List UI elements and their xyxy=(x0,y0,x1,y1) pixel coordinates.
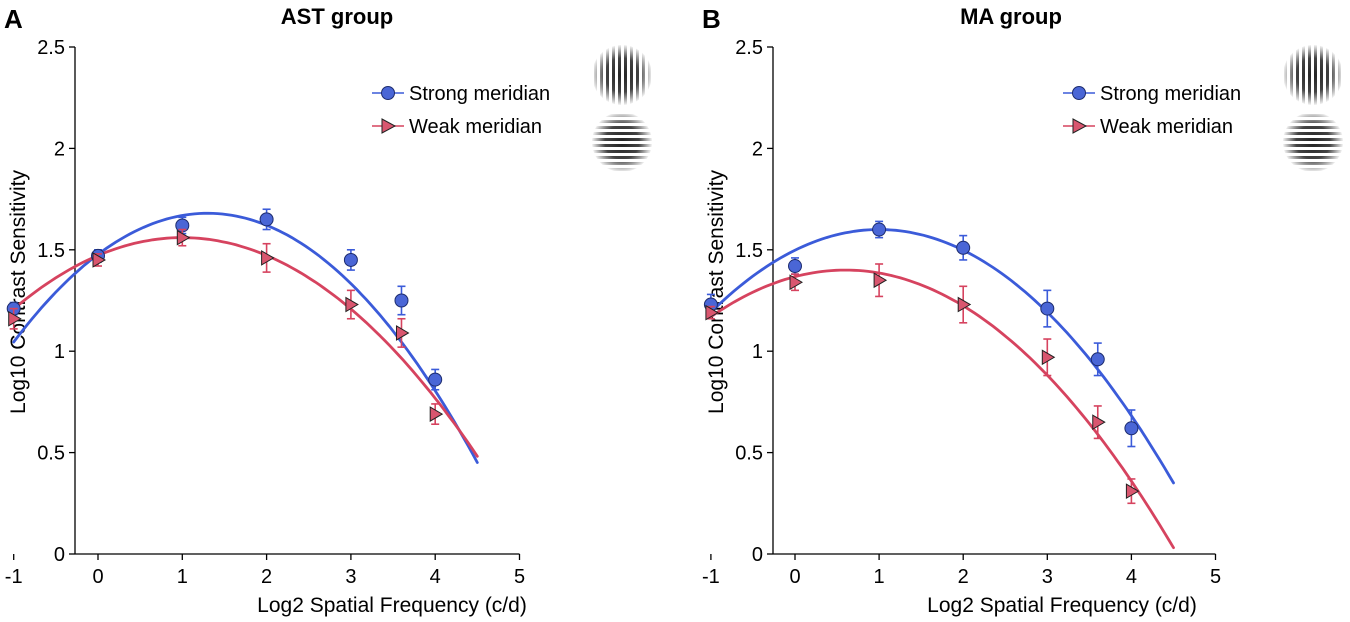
x-tick-label: 2 xyxy=(261,566,272,588)
x-tick-label: 4 xyxy=(430,566,441,588)
y-tick-label: 1.5 xyxy=(735,240,763,262)
y-tick-label: 0.5 xyxy=(735,443,763,465)
x-axis-label: Log2 Spatial Frequency (c/d) xyxy=(927,594,1197,617)
data-points xyxy=(703,220,1140,505)
y-tick-label: 1 xyxy=(54,341,65,363)
x-tick-label: 4 xyxy=(1126,566,1137,588)
fit-curve-weak xyxy=(12,236,479,458)
x-tick-label: 2 xyxy=(958,566,969,588)
x-tick-label: 3 xyxy=(345,566,356,588)
data-point-weak xyxy=(176,229,191,246)
data-point-weak xyxy=(789,274,803,291)
x-tick-label: 3 xyxy=(1042,566,1053,588)
data-point-weak xyxy=(345,296,359,313)
axes: -1 0 1 2 3 4 5 0 0.5 1 1.5 2 2.5 xyxy=(702,37,1221,588)
fit-curve-weak xyxy=(709,268,1175,550)
y-tick-label: 2 xyxy=(54,138,65,160)
y-tick-label: 1.5 xyxy=(37,240,65,262)
axes: -1 0 1 2 3 4 5 0 0.5 1 1.5 2 2.5 xyxy=(5,37,525,588)
data-point-strong xyxy=(259,212,274,227)
y-tick-label: 0.5 xyxy=(37,443,65,465)
panel-letter: A xyxy=(4,4,23,34)
y-tick-label: 2.5 xyxy=(37,37,65,59)
x-tick-label: 0 xyxy=(92,566,103,588)
legend: Strong meridian Weak meridian xyxy=(1063,83,1241,138)
legend-label-weak: Weak meridian xyxy=(1100,116,1233,138)
y-axis-label: Log10 Contrast Sensitivity xyxy=(705,170,728,414)
data-point-weak xyxy=(92,252,106,268)
fit-curve-strong xyxy=(709,228,1175,485)
legend-marker-weak xyxy=(1072,118,1088,134)
x-tick-label: -1 xyxy=(5,566,23,588)
data-point-strong xyxy=(1040,301,1055,316)
data-point-strong xyxy=(872,222,887,237)
chart-title: AST group xyxy=(281,4,393,29)
data-point-weak xyxy=(1092,414,1106,431)
x-tick-label: 0 xyxy=(789,566,800,588)
legend-label-weak: Weak meridian xyxy=(409,116,542,138)
data-point-weak xyxy=(261,250,275,266)
y-tick-label: 0 xyxy=(54,544,65,566)
fit-curve-strong xyxy=(12,211,479,464)
vertical-grating-icon xyxy=(591,44,653,106)
data-point-weak xyxy=(957,296,972,313)
data-point-weak xyxy=(873,272,888,289)
data-point-weak xyxy=(1125,483,1140,500)
legend: Strong meridian Weak meridian xyxy=(372,83,550,138)
y-tick-label: 2 xyxy=(752,138,763,160)
legend-marker-strong xyxy=(381,86,395,100)
panel-ma-group: B MA group Log10 Contrast Sensitivity Lo… xyxy=(702,4,1344,617)
data-point-strong xyxy=(1090,352,1105,367)
data-point-strong xyxy=(394,293,409,308)
chart-title: MA group xyxy=(960,4,1062,29)
legend-label-strong: Strong meridian xyxy=(409,83,550,105)
y-axis-label: Log10 Contrast Sensitivity xyxy=(7,170,30,414)
legend-marker-strong xyxy=(1072,86,1086,100)
data-point-weak xyxy=(705,304,719,321)
data-point-strong xyxy=(956,240,971,255)
data-point-strong xyxy=(428,372,443,387)
y-tick-label: 2.5 xyxy=(735,37,763,59)
horizontal-grating-icon xyxy=(1282,111,1344,173)
data-point-weak xyxy=(1041,349,1056,366)
x-tick-label: 5 xyxy=(1210,566,1221,588)
data-point-strong xyxy=(788,259,802,274)
x-axis-label: Log2 Spatial Frequency (c/d) xyxy=(257,594,527,617)
data-point-weak xyxy=(429,406,444,422)
vertical-grating-icon xyxy=(1282,44,1344,106)
data-point-weak xyxy=(8,310,22,327)
data-point-weak xyxy=(395,325,410,341)
data-points xyxy=(6,208,444,426)
panel-letter: B xyxy=(702,4,721,34)
x-tick-label: 5 xyxy=(514,566,525,588)
legend-marker-weak xyxy=(381,118,397,134)
fit-curves xyxy=(12,211,479,464)
horizontal-grating-icon xyxy=(591,111,653,173)
y-tick-label: 1 xyxy=(752,341,763,363)
x-tick-label: 1 xyxy=(177,566,188,588)
legend-label-strong: Strong meridian xyxy=(1100,83,1241,105)
x-tick-label: 1 xyxy=(874,566,885,588)
panel-ast-group: A AST group Log10 Contrast Sensitivity L… xyxy=(4,4,653,617)
data-point-strong xyxy=(1124,421,1139,436)
x-tick-label: -1 xyxy=(702,566,720,588)
data-point-strong xyxy=(343,252,358,267)
y-tick-label: 0 xyxy=(752,544,763,566)
fit-curves xyxy=(709,228,1175,550)
